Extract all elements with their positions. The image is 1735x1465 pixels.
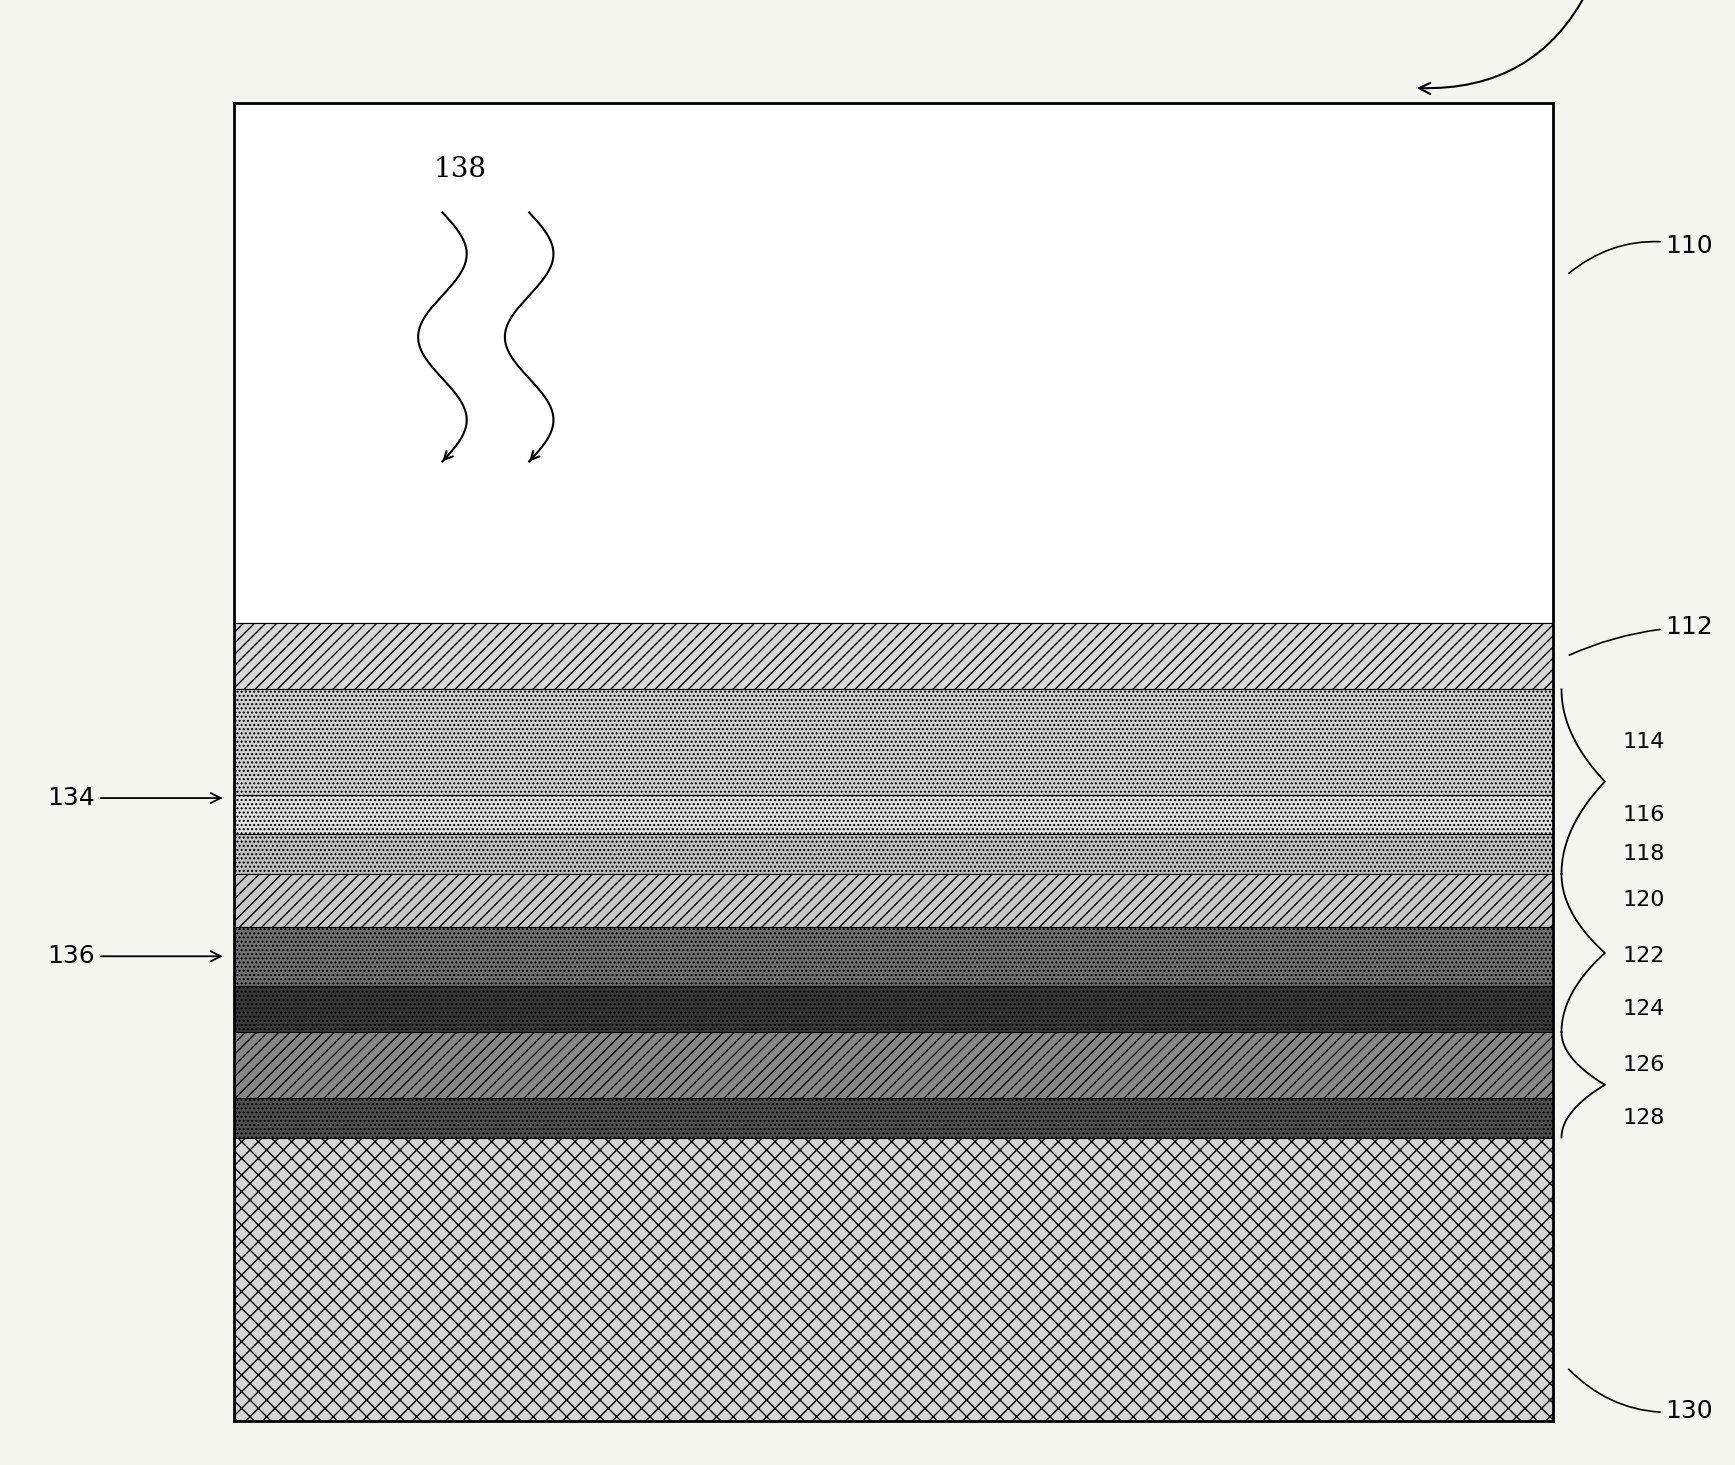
Bar — [234, 689, 1553, 794]
Text: 124: 124 — [1622, 999, 1664, 1020]
Bar — [234, 835, 1553, 873]
Text: 118: 118 — [1622, 844, 1664, 864]
Text: 110: 110 — [1568, 234, 1712, 274]
Text: 120: 120 — [1622, 891, 1664, 910]
Bar — [234, 873, 1553, 926]
Text: 114: 114 — [1622, 732, 1664, 752]
Text: 100: 100 — [1419, 0, 1624, 94]
Text: 134: 134 — [47, 787, 220, 810]
Text: 128: 128 — [1622, 1108, 1664, 1128]
Text: 112: 112 — [1568, 615, 1714, 655]
Bar — [234, 1031, 1553, 1099]
Text: 136: 136 — [47, 945, 220, 968]
Bar — [234, 1099, 1553, 1137]
Bar — [234, 103, 1553, 624]
Text: 138: 138 — [434, 157, 486, 183]
Bar — [234, 986, 1553, 1031]
Text: 116: 116 — [1622, 804, 1664, 825]
Text: 122: 122 — [1622, 946, 1664, 967]
Bar — [234, 1137, 1553, 1421]
Text: 126: 126 — [1622, 1055, 1664, 1075]
Bar — [234, 794, 1553, 835]
Bar — [234, 103, 1553, 1421]
Bar — [234, 926, 1553, 986]
Bar — [234, 624, 1553, 689]
Text: 130: 130 — [1568, 1370, 1712, 1423]
